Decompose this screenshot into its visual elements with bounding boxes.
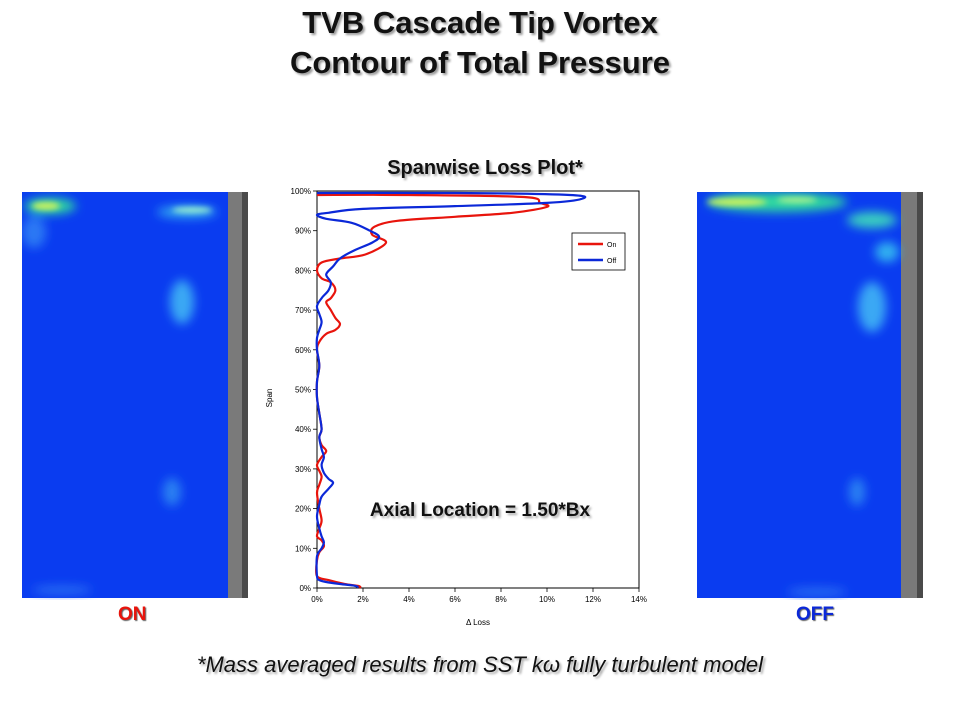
x-axis-label: Δ Loss bbox=[466, 618, 490, 627]
panel-label-off: OFF bbox=[796, 604, 834, 625]
panel-label-on: ON bbox=[118, 604, 147, 625]
y-tick-label: 30% bbox=[295, 465, 311, 474]
legend-label-on: On bbox=[607, 242, 616, 249]
y-tick-label: 0% bbox=[299, 584, 311, 593]
y-tick-label: 60% bbox=[295, 346, 311, 355]
x-tick-label: 4% bbox=[403, 595, 415, 604]
chart-title: Spanwise Loss Plot* bbox=[387, 157, 583, 179]
y-tick-label: 50% bbox=[295, 386, 311, 395]
footnote: *Mass averaged results from SST kω fully… bbox=[196, 652, 764, 677]
x-tick-label: 10% bbox=[539, 595, 555, 604]
y-tick-label: 70% bbox=[295, 306, 311, 315]
y-tick-label: 90% bbox=[295, 227, 311, 236]
page-title-line-2: Contour of Total Pressure bbox=[289, 45, 671, 80]
contour-plot-off bbox=[697, 192, 923, 598]
y-tick-label: 80% bbox=[295, 266, 311, 275]
legend: On Off bbox=[571, 232, 626, 271]
x-tick-label: 6% bbox=[449, 595, 461, 604]
page-title-line-1: TVB Cascade Tip Vortex bbox=[302, 5, 658, 40]
spanwise-loss-chart: 0% 10% 20% 30% 40% 50% 60% 70% 80% 90% 100% 0% 2% 4%… bbox=[265, 187, 647, 627]
x-tick-label: 8% bbox=[495, 595, 507, 604]
x-tick-label: 14% bbox=[631, 595, 647, 604]
legend-label-off: Off bbox=[607, 258, 616, 265]
contour-plot-on bbox=[22, 192, 248, 598]
y-tick-label: 10% bbox=[295, 544, 311, 553]
x-tick-label: 2% bbox=[357, 595, 369, 604]
chart-annotation: Axial Location = 1.50*Bx bbox=[369, 500, 591, 521]
series-line-off bbox=[315, 191, 587, 589]
x-tick-label: 12% bbox=[585, 595, 601, 604]
y-tick-label: 40% bbox=[295, 425, 311, 434]
y-tick-label: 20% bbox=[295, 505, 311, 514]
y-axis-label: Span bbox=[265, 389, 274, 408]
x-tick-label: 0% bbox=[311, 595, 323, 604]
y-tick-label: 100% bbox=[291, 187, 311, 196]
